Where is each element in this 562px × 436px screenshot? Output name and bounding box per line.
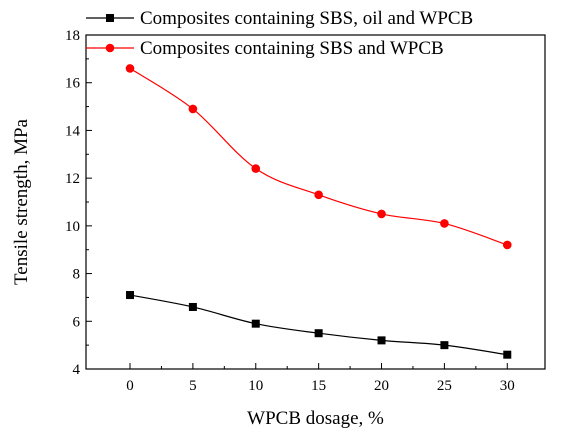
legend-item-2: Composites containing SBS and WPCB	[86, 38, 444, 59]
series-layer	[125, 64, 512, 359]
data-point	[125, 64, 135, 73]
x-tick-label: 0	[126, 378, 134, 394]
x-tick-label: 30	[500, 378, 515, 394]
x-axis-title: WPCB dosage, %	[247, 408, 384, 429]
y-tick-label: 18	[65, 28, 80, 44]
legend-marker	[105, 43, 115, 53]
series-line	[129, 67, 508, 246]
data-point	[314, 190, 323, 200]
x-tick-label: 5	[189, 378, 197, 394]
data-point	[251, 319, 260, 328]
legend-item-1: Composites containing SBS, oil and WPCB	[86, 8, 473, 29]
y-axis-ticks: 4 6 8 10 12 14 16 18	[65, 28, 92, 378]
y-tick-label: 4	[73, 362, 81, 378]
y-tick-label: 6	[73, 314, 81, 330]
series-line	[129, 294, 508, 356]
plot-frame	[85, 34, 546, 370]
y-axis-title: Tensile strength, MPa	[11, 118, 32, 285]
data-point	[377, 209, 386, 219]
y-tick-label: 8	[73, 267, 81, 283]
y-tick-label: 10	[65, 219, 80, 235]
data-point	[440, 219, 449, 228]
data-point	[503, 350, 512, 359]
y-tick-label: 16	[65, 76, 81, 92]
series-2	[125, 64, 512, 250]
series-1	[126, 291, 512, 359]
x-axis-ticks: 0 5 10 15 20 25 30	[126, 363, 515, 394]
x-tick-label: 20	[374, 378, 389, 394]
data-point	[251, 164, 261, 173]
data-point	[502, 240, 512, 250]
legend-marker	[106, 14, 114, 22]
plot-axes	[85, 34, 546, 370]
legend-label: Composites containing SBS, oil and WPCB	[140, 8, 473, 29]
data-point	[188, 302, 197, 311]
data-point	[314, 329, 323, 338]
data-point	[126, 291, 135, 300]
data-point	[440, 341, 449, 350]
x-tick-label: 25	[437, 378, 452, 394]
legend-label: Composites containing SBS and WPCB	[140, 38, 444, 59]
x-tick-label: 15	[311, 378, 326, 394]
legend: Composites containing SBS, oil and WPCB C…	[86, 8, 473, 59]
y-tick-label: 14	[65, 123, 81, 139]
y-tick-label: 12	[65, 171, 80, 187]
x-tick-label: 10	[248, 378, 263, 394]
data-point	[188, 104, 198, 114]
data-point	[377, 336, 386, 345]
